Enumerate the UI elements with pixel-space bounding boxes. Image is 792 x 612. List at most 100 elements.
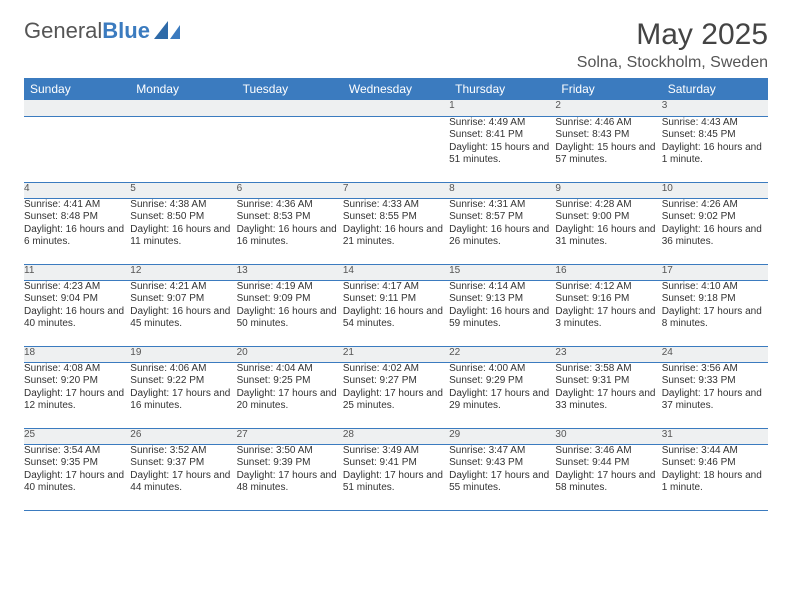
- day-content-cell: Sunrise: 4:33 AMSunset: 8:55 PMDaylight:…: [343, 198, 449, 264]
- daylight-line: Daylight: 17 hours and 16 minutes.: [130, 388, 236, 413]
- day-content-cell: Sunrise: 4:14 AMSunset: 9:13 PMDaylight:…: [449, 280, 555, 346]
- sunset-line: Sunset: 9:18 PM: [662, 293, 768, 306]
- day-content-cell: Sunrise: 4:12 AMSunset: 9:16 PMDaylight:…: [555, 280, 661, 346]
- daylight-line: Daylight: 16 hours and 31 minutes.: [555, 224, 661, 249]
- day-number-cell: 15: [449, 264, 555, 280]
- sunset-line: Sunset: 9:44 PM: [555, 457, 661, 470]
- daylight-line: Daylight: 17 hours and 25 minutes.: [343, 388, 449, 413]
- dow-header: Tuesday: [237, 78, 343, 100]
- day-number-cell: 21: [343, 346, 449, 362]
- daylight-line: Daylight: 17 hours and 33 minutes.: [555, 388, 661, 413]
- sunset-line: Sunset: 9:07 PM: [130, 293, 236, 306]
- day-number-cell: 24: [662, 346, 768, 362]
- day-content-cell: Sunrise: 4:17 AMSunset: 9:11 PMDaylight:…: [343, 280, 449, 346]
- sunset-line: Sunset: 8:57 PM: [449, 211, 555, 224]
- day-content-row: Sunrise: 4:41 AMSunset: 8:48 PMDaylight:…: [24, 198, 768, 264]
- sunset-line: Sunset: 9:39 PM: [237, 457, 343, 470]
- sunrise-line: Sunrise: 4:38 AM: [130, 199, 236, 212]
- day-content-cell: Sunrise: 4:06 AMSunset: 9:22 PMDaylight:…: [130, 362, 236, 428]
- daylight-line: Daylight: 17 hours and 8 minutes.: [662, 306, 768, 331]
- day-number-cell: 31: [662, 428, 768, 444]
- sunrise-line: Sunrise: 4:06 AM: [130, 363, 236, 376]
- sunrise-line: Sunrise: 3:49 AM: [343, 445, 449, 458]
- daylight-line: Daylight: 16 hours and 21 minutes.: [343, 224, 449, 249]
- daylight-line: Daylight: 17 hours and 20 minutes.: [237, 388, 343, 413]
- sunset-line: Sunset: 9:27 PM: [343, 375, 449, 388]
- calendar-head: SundayMondayTuesdayWednesdayThursdayFrid…: [24, 78, 768, 100]
- day-number-cell: 4: [24, 182, 130, 198]
- sunset-line: Sunset: 8:55 PM: [343, 211, 449, 224]
- sunrise-line: Sunrise: 4:14 AM: [449, 281, 555, 294]
- day-number-cell: 17: [662, 264, 768, 280]
- daylight-line: Daylight: 17 hours and 58 minutes.: [555, 470, 661, 495]
- sunrise-line: Sunrise: 4:02 AM: [343, 363, 449, 376]
- day-content-row: Sunrise: 4:49 AMSunset: 8:41 PMDaylight:…: [24, 116, 768, 182]
- day-number-cell: [237, 100, 343, 116]
- sunset-line: Sunset: 9:22 PM: [130, 375, 236, 388]
- sunrise-line: Sunrise: 3:47 AM: [449, 445, 555, 458]
- day-number-cell: 14: [343, 264, 449, 280]
- sunrise-line: Sunrise: 4:43 AM: [662, 117, 768, 130]
- day-content-cell: Sunrise: 4:41 AMSunset: 8:48 PMDaylight:…: [24, 198, 130, 264]
- day-content-cell: Sunrise: 4:21 AMSunset: 9:07 PMDaylight:…: [130, 280, 236, 346]
- day-content-cell: Sunrise: 4:08 AMSunset: 9:20 PMDaylight:…: [24, 362, 130, 428]
- day-number-cell: 20: [237, 346, 343, 362]
- day-number-cell: 23: [555, 346, 661, 362]
- day-content-cell: Sunrise: 3:49 AMSunset: 9:41 PMDaylight:…: [343, 444, 449, 510]
- day-number-cell: [343, 100, 449, 116]
- day-content-cell: Sunrise: 4:36 AMSunset: 8:53 PMDaylight:…: [237, 198, 343, 264]
- daylight-line: Daylight: 16 hours and 59 minutes.: [449, 306, 555, 331]
- sunrise-line: Sunrise: 4:10 AM: [662, 281, 768, 294]
- day-number-cell: 19: [130, 346, 236, 362]
- sunrise-line: Sunrise: 4:23 AM: [24, 281, 130, 294]
- day-number-cell: 27: [237, 428, 343, 444]
- day-number-cell: 22: [449, 346, 555, 362]
- sunset-line: Sunset: 8:48 PM: [24, 211, 130, 224]
- day-number-cell: [24, 100, 130, 116]
- sunrise-line: Sunrise: 4:33 AM: [343, 199, 449, 212]
- sunset-line: Sunset: 9:41 PM: [343, 457, 449, 470]
- day-number-cell: 3: [662, 100, 768, 116]
- sunset-line: Sunset: 8:43 PM: [555, 129, 661, 142]
- day-content-cell: Sunrise: 4:49 AMSunset: 8:41 PMDaylight:…: [449, 116, 555, 182]
- dow-header: Wednesday: [343, 78, 449, 100]
- sunrise-line: Sunrise: 4:17 AM: [343, 281, 449, 294]
- day-number-cell: 2: [555, 100, 661, 116]
- day-number-cell: 8: [449, 182, 555, 198]
- month-year: May 2025: [577, 18, 768, 52]
- logo-word-2: Blue: [102, 18, 150, 43]
- daylight-line: Daylight: 17 hours and 40 minutes.: [24, 470, 130, 495]
- daylight-line: Daylight: 17 hours and 55 minutes.: [449, 470, 555, 495]
- daylight-line: Daylight: 16 hours and 54 minutes.: [343, 306, 449, 331]
- daylight-line: Daylight: 18 hours and 1 minute.: [662, 470, 768, 495]
- daylight-line: Daylight: 16 hours and 16 minutes.: [237, 224, 343, 249]
- sunrise-line: Sunrise: 4:26 AM: [662, 199, 768, 212]
- day-content-cell: Sunrise: 3:47 AMSunset: 9:43 PMDaylight:…: [449, 444, 555, 510]
- calendar-table: SundayMondayTuesdayWednesdayThursdayFrid…: [24, 78, 768, 511]
- day-content-cell: [343, 116, 449, 182]
- day-content-cell: Sunrise: 4:26 AMSunset: 9:02 PMDaylight:…: [662, 198, 768, 264]
- daylight-line: Daylight: 16 hours and 50 minutes.: [237, 306, 343, 331]
- daylight-line: Daylight: 16 hours and 36 minutes.: [662, 224, 768, 249]
- sunrise-line: Sunrise: 4:46 AM: [555, 117, 661, 130]
- sunset-line: Sunset: 9:02 PM: [662, 211, 768, 224]
- day-content-cell: Sunrise: 4:00 AMSunset: 9:29 PMDaylight:…: [449, 362, 555, 428]
- daylight-line: Daylight: 16 hours and 45 minutes.: [130, 306, 236, 331]
- sunrise-line: Sunrise: 3:44 AM: [662, 445, 768, 458]
- sunrise-line: Sunrise: 4:12 AM: [555, 281, 661, 294]
- sunrise-line: Sunrise: 4:08 AM: [24, 363, 130, 376]
- daylight-line: Daylight: 17 hours and 29 minutes.: [449, 388, 555, 413]
- sunset-line: Sunset: 9:11 PM: [343, 293, 449, 306]
- sunrise-line: Sunrise: 4:36 AM: [237, 199, 343, 212]
- logo: GeneralBlue: [24, 18, 180, 44]
- day-number-row: 25262728293031: [24, 428, 768, 444]
- day-content-cell: Sunrise: 4:28 AMSunset: 9:00 PMDaylight:…: [555, 198, 661, 264]
- day-content-cell: Sunrise: 4:43 AMSunset: 8:45 PMDaylight:…: [662, 116, 768, 182]
- sunrise-line: Sunrise: 4:28 AM: [555, 199, 661, 212]
- sunset-line: Sunset: 9:43 PM: [449, 457, 555, 470]
- day-number-cell: 18: [24, 346, 130, 362]
- location: Solna, Stockholm, Sweden: [577, 54, 768, 72]
- daylight-line: Daylight: 17 hours and 37 minutes.: [662, 388, 768, 413]
- sunrise-line: Sunrise: 3:54 AM: [24, 445, 130, 458]
- day-content-cell: Sunrise: 4:23 AMSunset: 9:04 PMDaylight:…: [24, 280, 130, 346]
